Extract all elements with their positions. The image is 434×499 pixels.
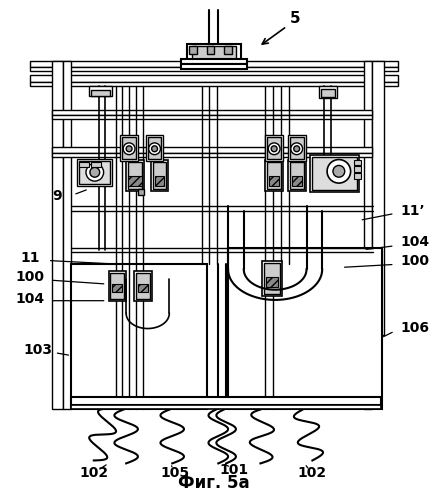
Circle shape xyxy=(332,166,344,177)
Bar xyxy=(152,162,166,189)
Bar xyxy=(187,44,240,63)
Circle shape xyxy=(123,143,135,155)
Bar xyxy=(91,90,110,96)
Bar xyxy=(312,157,357,190)
Bar xyxy=(191,46,235,61)
Bar xyxy=(108,271,126,301)
Text: 102: 102 xyxy=(79,466,108,480)
Circle shape xyxy=(290,143,302,155)
Text: 104: 104 xyxy=(400,235,429,249)
Text: 11’: 11’ xyxy=(400,204,424,218)
Bar xyxy=(264,263,279,294)
Bar xyxy=(181,58,246,64)
Text: 106: 106 xyxy=(400,321,429,335)
Text: 103: 103 xyxy=(23,343,53,357)
Bar xyxy=(52,110,372,115)
Bar xyxy=(224,46,231,54)
Bar xyxy=(30,75,397,82)
Bar xyxy=(319,86,336,98)
Bar xyxy=(77,159,112,186)
Bar xyxy=(145,135,163,161)
Bar xyxy=(287,160,305,191)
Bar xyxy=(150,160,168,191)
Bar xyxy=(353,173,361,179)
Circle shape xyxy=(126,146,132,152)
Bar xyxy=(52,115,372,119)
Text: 105: 105 xyxy=(160,466,189,480)
Bar xyxy=(30,82,397,86)
Bar xyxy=(353,160,361,166)
Bar xyxy=(287,135,305,161)
Bar xyxy=(30,60,397,67)
Bar xyxy=(128,176,141,186)
Bar xyxy=(52,60,63,409)
Bar xyxy=(110,273,124,299)
Bar xyxy=(227,248,381,409)
Bar xyxy=(136,273,149,299)
Text: Фиг. 5а: Фиг. 5а xyxy=(177,474,249,492)
Bar xyxy=(320,89,334,97)
Bar xyxy=(265,135,283,161)
Bar xyxy=(181,64,246,69)
Bar xyxy=(289,162,303,189)
Bar xyxy=(289,137,303,159)
Bar xyxy=(128,162,141,189)
Bar xyxy=(79,161,110,184)
Bar xyxy=(63,60,71,409)
Bar xyxy=(79,162,89,167)
Bar xyxy=(120,135,138,161)
Bar xyxy=(364,60,372,409)
Circle shape xyxy=(90,167,99,177)
Circle shape xyxy=(148,143,160,155)
Bar xyxy=(126,160,144,191)
Bar xyxy=(310,155,358,192)
Circle shape xyxy=(326,160,350,183)
Bar xyxy=(91,162,100,167)
Text: 9: 9 xyxy=(53,189,62,203)
Circle shape xyxy=(268,143,279,155)
Bar xyxy=(206,46,214,54)
Text: 5: 5 xyxy=(289,11,299,26)
Bar xyxy=(52,153,372,157)
Bar xyxy=(266,277,277,287)
Circle shape xyxy=(270,146,276,152)
Bar xyxy=(122,137,136,159)
Bar xyxy=(52,147,372,153)
Bar xyxy=(148,137,161,159)
Circle shape xyxy=(151,146,157,152)
Bar xyxy=(71,397,380,405)
Bar xyxy=(372,60,383,335)
Circle shape xyxy=(293,146,299,152)
Bar xyxy=(266,137,280,159)
Bar xyxy=(291,176,301,186)
Bar xyxy=(353,166,361,172)
Text: 100: 100 xyxy=(16,270,45,284)
Bar xyxy=(188,46,196,54)
Bar xyxy=(266,162,280,189)
Bar xyxy=(71,405,380,410)
Bar xyxy=(138,284,148,292)
Bar xyxy=(71,264,206,409)
Bar xyxy=(112,284,122,292)
Bar xyxy=(265,160,283,191)
Text: 11: 11 xyxy=(20,250,40,264)
Circle shape xyxy=(86,164,103,181)
Bar xyxy=(138,189,144,195)
Bar xyxy=(134,271,151,301)
Bar xyxy=(269,176,279,186)
Text: 100: 100 xyxy=(400,254,429,268)
Text: 104: 104 xyxy=(16,292,45,306)
Text: 102: 102 xyxy=(297,466,326,480)
Bar xyxy=(154,176,164,186)
Bar xyxy=(262,261,281,296)
Bar xyxy=(89,86,112,96)
Bar xyxy=(30,67,397,71)
Text: 101: 101 xyxy=(219,463,248,477)
